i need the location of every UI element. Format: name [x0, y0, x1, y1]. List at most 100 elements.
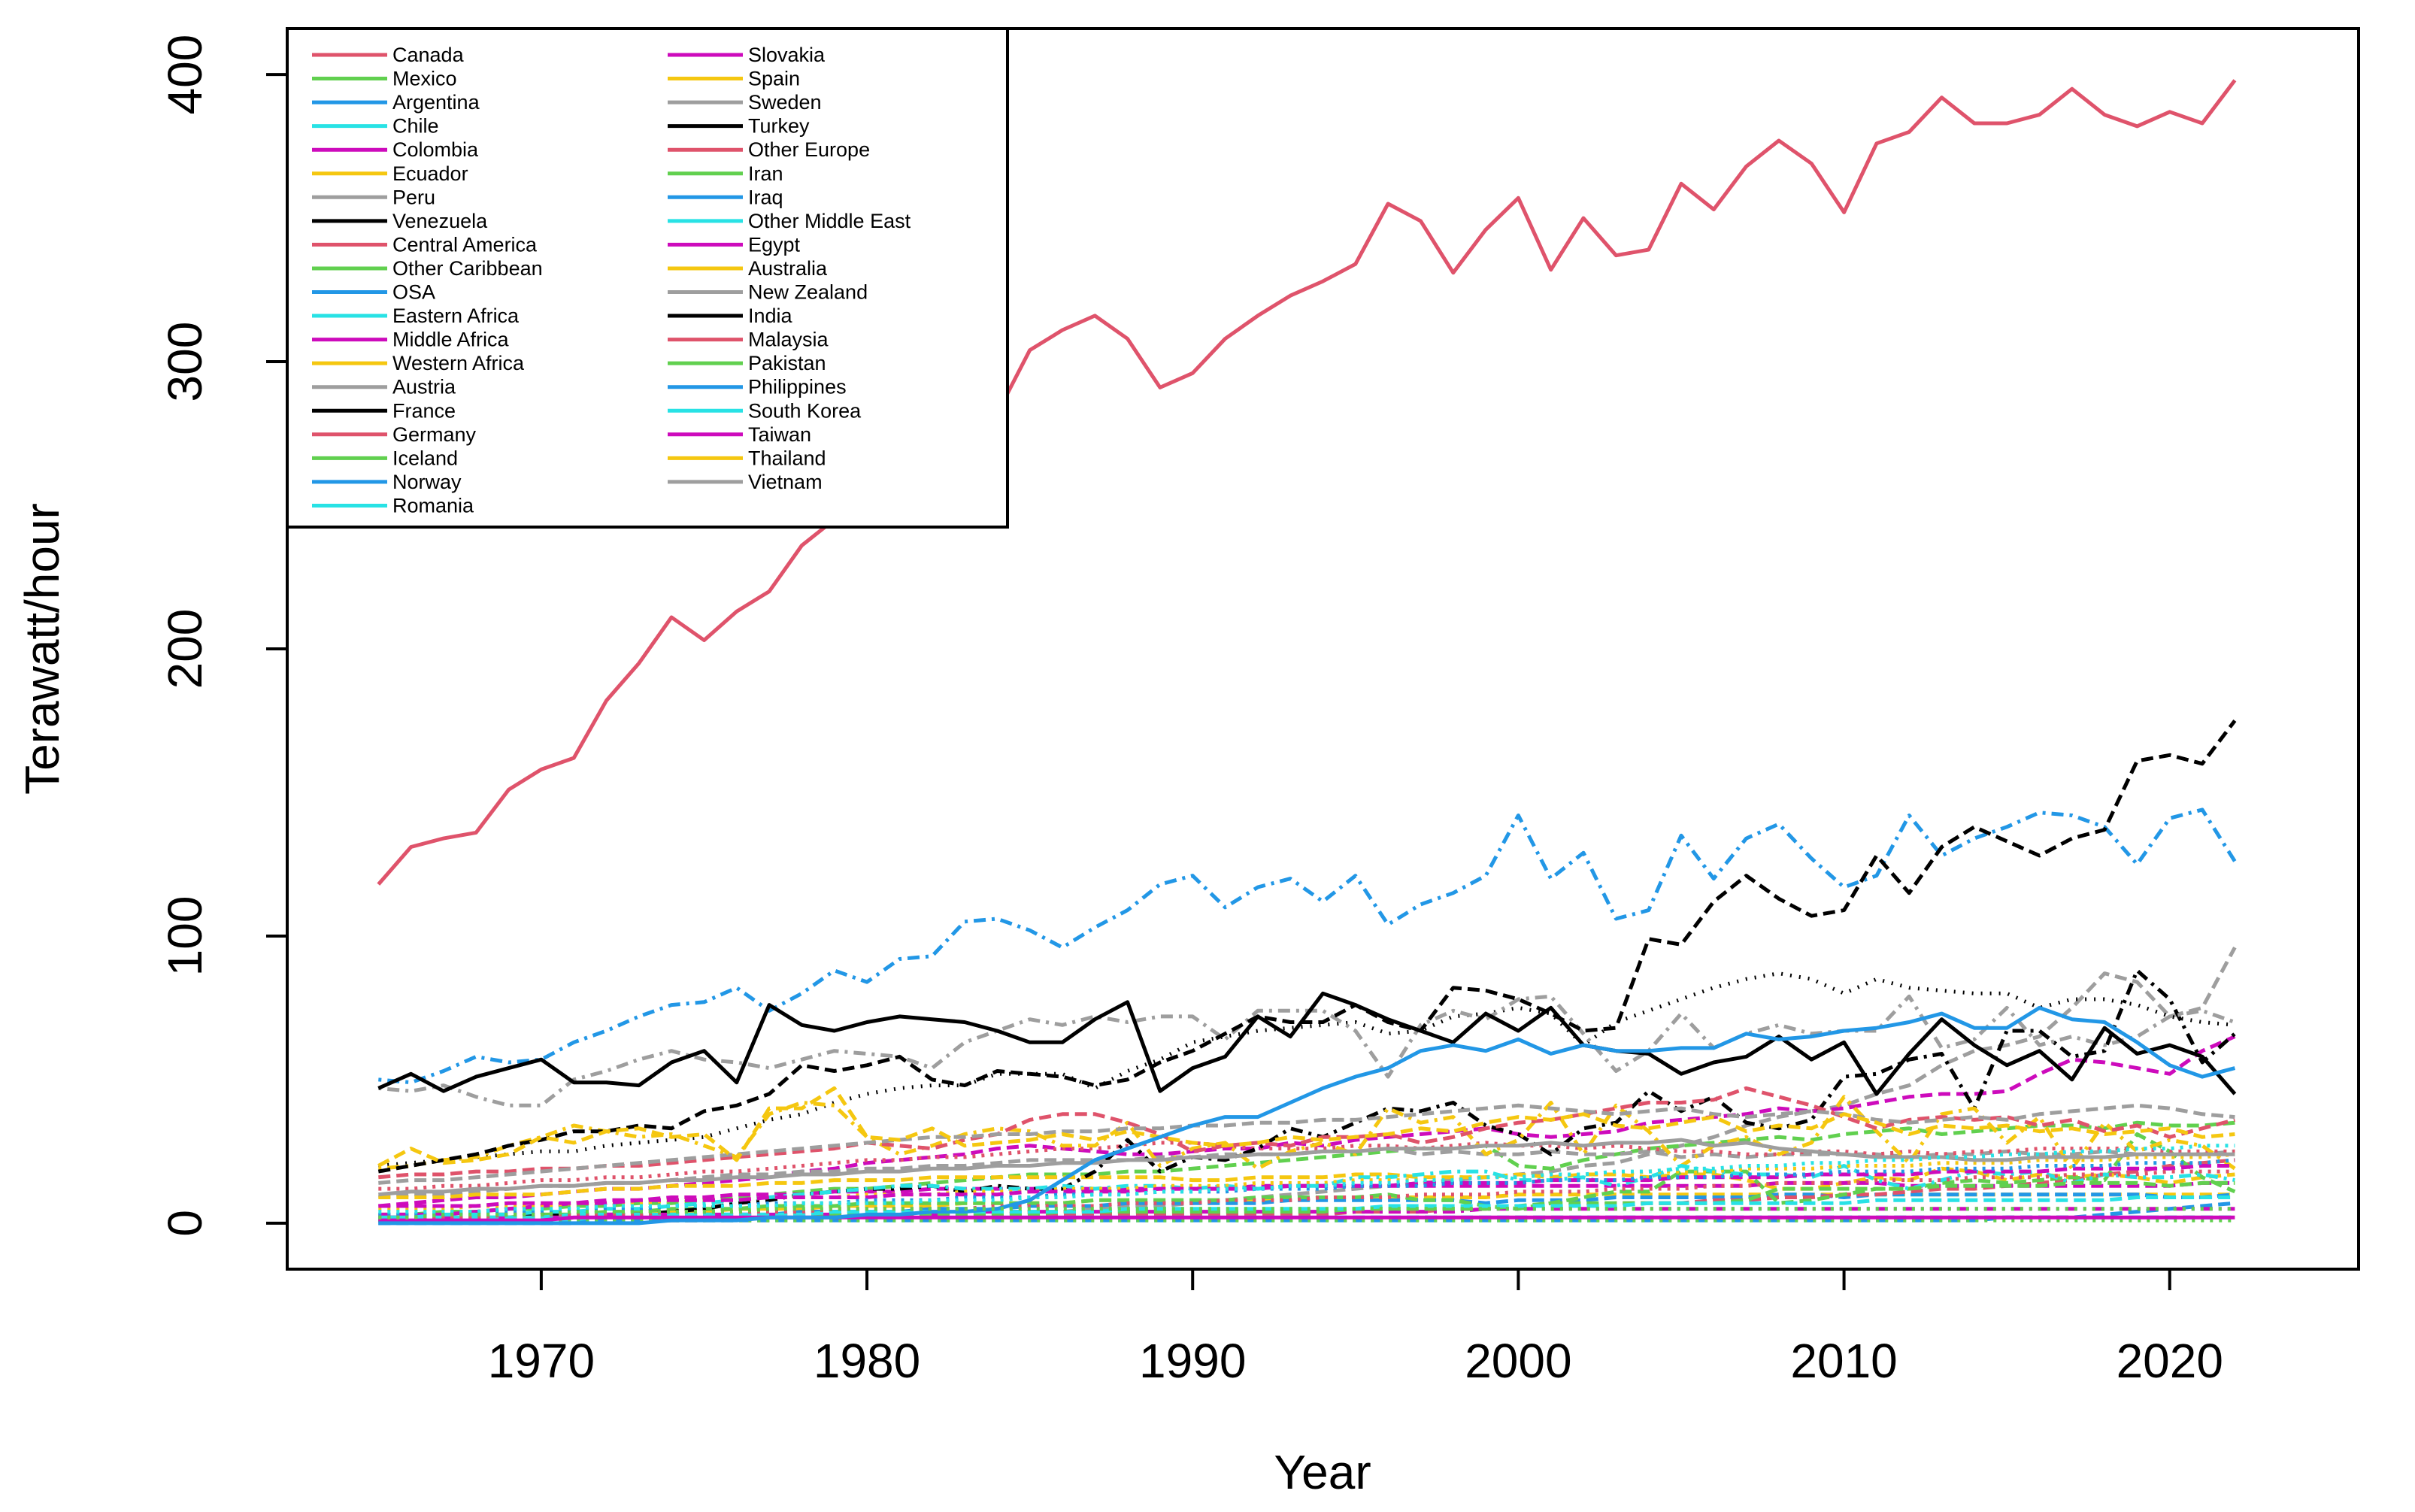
legend-item-spain: Spain: [668, 68, 800, 90]
series-line-france: [377, 991, 2237, 1096]
legend-label: Venezuela: [392, 210, 488, 232]
legend-item-egypt: Egypt: [668, 233, 801, 256]
series-line-argentina: [378, 1005, 2236, 1226]
legend-item-iraq: Iraq: [668, 186, 783, 208]
legend-item-vietnam: Vietnam: [668, 471, 823, 493]
legend-label: Eastern Africa: [392, 305, 520, 327]
legend: CanadaMexicoArgentinaChileColombiaEcuado…: [286, 27, 1009, 529]
legend-label: South Korea: [748, 399, 862, 422]
legend-label: Iceland: [392, 447, 458, 469]
legend-label: Chile: [392, 115, 439, 138]
legend-item-philippines: Philippines: [668, 376, 847, 398]
legend-label: OSA: [392, 281, 435, 304]
series-line-norway: [378, 808, 2237, 1085]
legend-item-ecuador: Ecuador: [312, 162, 468, 185]
legend-label: Thailand: [748, 447, 826, 469]
legend-item-middle-africa: Middle Africa: [312, 329, 510, 351]
legend-item-india: India: [668, 305, 793, 327]
legend-box: [286, 27, 1009, 529]
legend-label: Other Middle East: [748, 210, 911, 232]
legend-item-eastern-africa: Eastern Africa: [312, 305, 520, 327]
series-line-australia: [378, 1166, 2235, 1199]
legend-item-australia: Australia: [668, 257, 828, 280]
legend-item-venezuela: Venezuela: [312, 210, 488, 232]
legend-item-canada: Canada: [312, 44, 465, 66]
legend-items: CanadaMexicoArgentinaChileColombiaEcuado…: [312, 44, 911, 517]
legend-label: Taiwan: [748, 423, 811, 446]
legend-item-other-middle-east: Other Middle East: [668, 210, 911, 232]
legend-label: Other Europe: [748, 138, 870, 161]
legend-label: Norway: [392, 471, 462, 493]
x-tick-label: 1970: [488, 1334, 595, 1388]
y-axis-label: Terawatt/hour: [15, 503, 69, 795]
legend-label: Ecuador: [392, 162, 468, 185]
legend-label: Middle Africa: [392, 329, 510, 351]
legend-label: Egypt: [748, 233, 801, 256]
legend-label: New Zealand: [748, 281, 868, 304]
x-tick-label: 1980: [814, 1334, 920, 1388]
legend-label: Philippines: [748, 376, 847, 398]
legend-label: Romania: [392, 494, 474, 517]
legend-label: Canada: [392, 44, 465, 66]
legend-item-norway: Norway: [312, 471, 462, 493]
legend-item-iran: Iran: [668, 162, 783, 185]
legend-item-western-africa: Western Africa: [312, 352, 525, 374]
legend-item-mexico: Mexico: [312, 68, 457, 90]
legend-label: Turkey: [748, 115, 810, 138]
legend-item-france: France: [312, 399, 456, 422]
legend-item-south-korea: South Korea: [668, 399, 862, 422]
y-tick-label: 0: [158, 1210, 212, 1237]
legend-label: Central America: [392, 233, 538, 256]
legend-item-other-caribbean: Other Caribbean: [312, 257, 543, 280]
legend-label: Iran: [748, 162, 783, 185]
legend-item-colombia: Colombia: [312, 138, 479, 161]
x-tick-label: 2010: [1790, 1334, 1897, 1388]
legend-label: Pakistan: [748, 352, 826, 374]
legend-item-taiwan: Taiwan: [668, 423, 811, 446]
legend-item-austria: Austria: [312, 376, 456, 398]
y-tick-label: 300: [158, 322, 212, 402]
y-tick-label: 200: [158, 609, 212, 689]
legend-label: Spain: [748, 68, 800, 90]
legend-label: France: [392, 399, 456, 422]
legend-item-other-europe: Other Europe: [668, 138, 870, 161]
series-line-austria: [378, 1103, 2235, 1185]
legend-item-osa: OSA: [312, 281, 435, 304]
legend-label: Iraq: [748, 186, 783, 208]
legend-label: Sweden: [748, 91, 822, 114]
legend-item-thailand: Thailand: [668, 447, 826, 469]
series-line-ecuador: [377, 1086, 2235, 1168]
x-axis: 1970 1980 1990 2000 2010 2020: [488, 1268, 2223, 1388]
legend-item-argentina: Argentina: [312, 91, 480, 114]
series-line-chile: [378, 1144, 2235, 1214]
legend-item-central-america: Central America: [312, 233, 538, 256]
legend-label: Argentina: [392, 91, 480, 114]
legend-item-iceland: Iceland: [312, 447, 458, 469]
y-tick-label: 100: [158, 896, 212, 977]
legend-item-malaysia: Malaysia: [668, 329, 829, 351]
series-line-peru: [378, 1138, 2235, 1197]
legend-item-new-zealand: New Zealand: [668, 281, 868, 304]
legend-label: Slovakia: [748, 44, 826, 66]
series-line-spain: [378, 1095, 2236, 1171]
series-layer: [377, 79, 2237, 1226]
x-axis-label: Year: [1274, 1445, 1371, 1499]
series-line-eastern-africa: [378, 1195, 2235, 1220]
series-line-germany: [378, 1086, 2236, 1180]
series-line-venezuela: [377, 719, 2237, 1174]
legend-item-pakistan: Pakistan: [668, 352, 826, 374]
legend-label: Australia: [748, 257, 828, 280]
legend-label: Other Caribbean: [392, 257, 543, 280]
legend-label: Austria: [392, 376, 456, 398]
legend-item-peru: Peru: [312, 186, 435, 208]
x-tick-label: 2020: [2117, 1334, 2223, 1388]
legend-label: Mexico: [392, 68, 457, 90]
legend-item-romania: Romania: [312, 494, 474, 517]
legend-item-slovakia: Slovakia: [668, 44, 826, 66]
legend-item-sweden: Sweden: [668, 91, 822, 114]
legend-label: Peru: [392, 186, 435, 208]
series-line-mexico: [378, 1207, 2235, 1220]
legend-item-turkey: Turkey: [668, 115, 810, 138]
legend-label: Malaysia: [748, 329, 829, 351]
legend-label: Vietnam: [748, 471, 823, 493]
